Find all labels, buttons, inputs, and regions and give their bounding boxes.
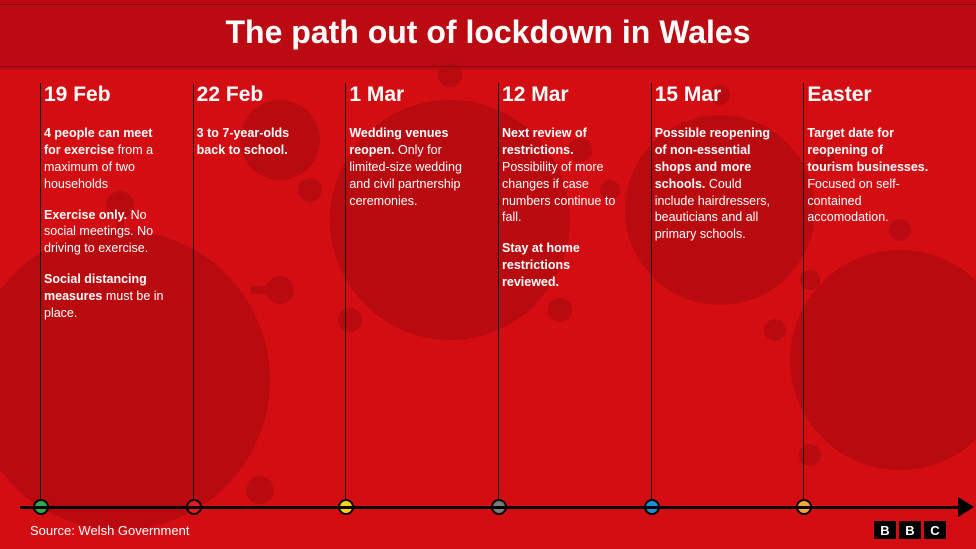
- milestone-date: 15 Mar: [655, 83, 784, 107]
- milestone-date: 1 Mar: [349, 83, 478, 107]
- milestone-paragraph: Stay at home restrictions reviewed.: [502, 240, 631, 291]
- milestone-paragraph-rest: Focused on self-contained accomodation.: [807, 177, 899, 225]
- milestone-3: 12 Mar Next review of restrictions. Possi…: [488, 63, 641, 549]
- milestone-paragraph: 4 people can meet for exercise from a ma…: [44, 125, 173, 193]
- milestone-paragraph: 3 to 7-year-olds back to school.: [197, 125, 326, 159]
- source-text: Source: Welsh Government: [30, 523, 189, 538]
- timeline-arrow: [958, 497, 974, 517]
- milestone-stem: [345, 83, 346, 507]
- milestone-stem: [40, 83, 41, 507]
- milestone-date: Easter: [807, 83, 936, 107]
- milestone-date: 12 Mar: [502, 83, 631, 107]
- milestone-paragraph-bold: 3 to 7-year-olds back to school.: [197, 126, 289, 157]
- milestone-paragraph: Next review of restrictions. Possibility…: [502, 125, 631, 226]
- page-title: The path out of lockdown in Wales: [0, 14, 976, 51]
- milestone-paragraph-bold: Target date for reopening of tourism bus…: [807, 126, 928, 174]
- timeline-axis: [20, 506, 966, 509]
- milestone-0: 19 Feb 4 people can meet for exercise fro…: [30, 63, 183, 549]
- milestone-1: 22 Feb 3 to 7-year-olds back to school.: [183, 63, 336, 549]
- milestone-stem: [193, 83, 194, 507]
- milestone-stem: [803, 83, 804, 507]
- milestone-5: Easter Target date for reopening of touri…: [793, 63, 946, 549]
- milestone-paragraph-bold: Stay at home restrictions reviewed.: [502, 241, 580, 289]
- milestone-paragraph-rest: Possibility of more changes if case numb…: [502, 160, 615, 225]
- timeline: 19 Feb 4 people can meet for exercise fro…: [0, 63, 976, 549]
- milestone-paragraph: Exercise only. No social meetings. No dr…: [44, 207, 173, 258]
- milestone-4: 15 Mar Possible reopening of non-essentia…: [641, 63, 794, 549]
- milestone-paragraph: Target date for reopening of tourism bus…: [807, 125, 936, 226]
- milestone-stem: [498, 83, 499, 507]
- bbc-logo-b2: B: [899, 521, 921, 539]
- milestone-paragraph: Possible reopening of non-essential shop…: [655, 125, 784, 243]
- milestone-paragraph-bold: Next review of restrictions.: [502, 126, 587, 157]
- milestone-paragraph: Wedding venues reopen. Only for limited-…: [349, 125, 478, 209]
- milestone-stem: [651, 83, 652, 507]
- bbc-logo-b1: B: [874, 521, 896, 539]
- milestone-paragraph: Social distancing measures must be in pl…: [44, 271, 173, 322]
- bbc-logo-c: C: [924, 521, 946, 539]
- milestone-2: 1 Mar Wedding venues reopen. Only for lim…: [335, 63, 488, 549]
- milestone-paragraph-bold: Exercise only.: [44, 208, 127, 222]
- milestone-date: 19 Feb: [44, 83, 173, 107]
- bbc-logo: B B C: [874, 521, 946, 539]
- header-band: The path out of lockdown in Wales: [0, 0, 976, 63]
- milestone-date: 22 Feb: [197, 83, 326, 107]
